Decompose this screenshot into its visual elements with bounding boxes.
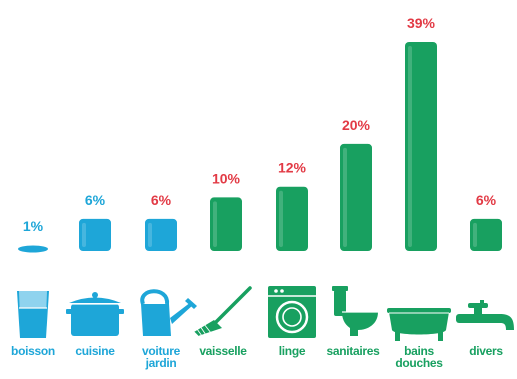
brush-icon bbox=[193, 286, 252, 337]
value-label-6: 39% bbox=[407, 15, 436, 31]
pot-icon bbox=[66, 292, 124, 336]
bar-1 bbox=[79, 218, 111, 251]
bar-6 bbox=[405, 42, 437, 251]
bar-5 bbox=[340, 143, 372, 251]
bar-highlight-7 bbox=[473, 222, 477, 247]
category-label-bains-douches: bains douches bbox=[386, 345, 452, 369]
bar-highlight-1 bbox=[82, 222, 86, 247]
bar-2 bbox=[145, 218, 177, 251]
value-label-5: 20% bbox=[342, 117, 371, 133]
value-label-1: 6% bbox=[85, 192, 106, 208]
glass-icon bbox=[17, 291, 49, 338]
washing-machine-icon bbox=[268, 286, 316, 338]
category-label-divers: divers bbox=[453, 345, 517, 357]
category-label-vaisselle: vaisselle bbox=[190, 345, 256, 357]
category-label-boisson: boisson bbox=[0, 345, 66, 357]
bar-highlight-6 bbox=[408, 46, 412, 247]
category-label-line: boisson bbox=[11, 344, 55, 358]
category-label-line: jardin bbox=[145, 356, 177, 370]
category-label-line: divers bbox=[469, 344, 503, 358]
category-label-cuisine: cuisine bbox=[62, 345, 128, 357]
toilet-icon bbox=[332, 286, 378, 336]
value-label-2: 6% bbox=[151, 192, 172, 208]
bar-highlight-5 bbox=[343, 147, 347, 247]
faucet-icon bbox=[456, 300, 514, 330]
category-label-line: vaisselle bbox=[199, 344, 247, 358]
category-label-line: linge bbox=[278, 344, 306, 358]
value-label-3: 10% bbox=[212, 170, 241, 186]
value-label-4: 12% bbox=[278, 160, 307, 176]
category-label-line: voiture bbox=[142, 344, 180, 358]
bar-7 bbox=[470, 218, 502, 251]
category-label-line: cuisine bbox=[75, 344, 115, 358]
category-label-line: bains bbox=[404, 344, 434, 358]
value-label-0: 1% bbox=[23, 218, 44, 234]
category-label-voiture-jardin: voiture jardin bbox=[128, 345, 194, 369]
bar-3 bbox=[210, 197, 242, 251]
bar-highlight-3 bbox=[213, 201, 217, 247]
category-label-line: douches bbox=[395, 356, 443, 370]
bar-4 bbox=[276, 186, 308, 251]
bar-highlight-4 bbox=[279, 190, 283, 247]
bar-0 bbox=[18, 245, 48, 253]
category-label-linge: linge bbox=[259, 345, 325, 357]
category-label-sanitaires: sanitaires bbox=[320, 345, 386, 357]
category-label-line: sanitaires bbox=[326, 344, 380, 358]
bathtub-icon bbox=[387, 308, 451, 341]
watering-can-icon bbox=[140, 289, 197, 336]
bar-highlight-2 bbox=[148, 222, 152, 247]
value-label-7: 6% bbox=[476, 192, 497, 208]
